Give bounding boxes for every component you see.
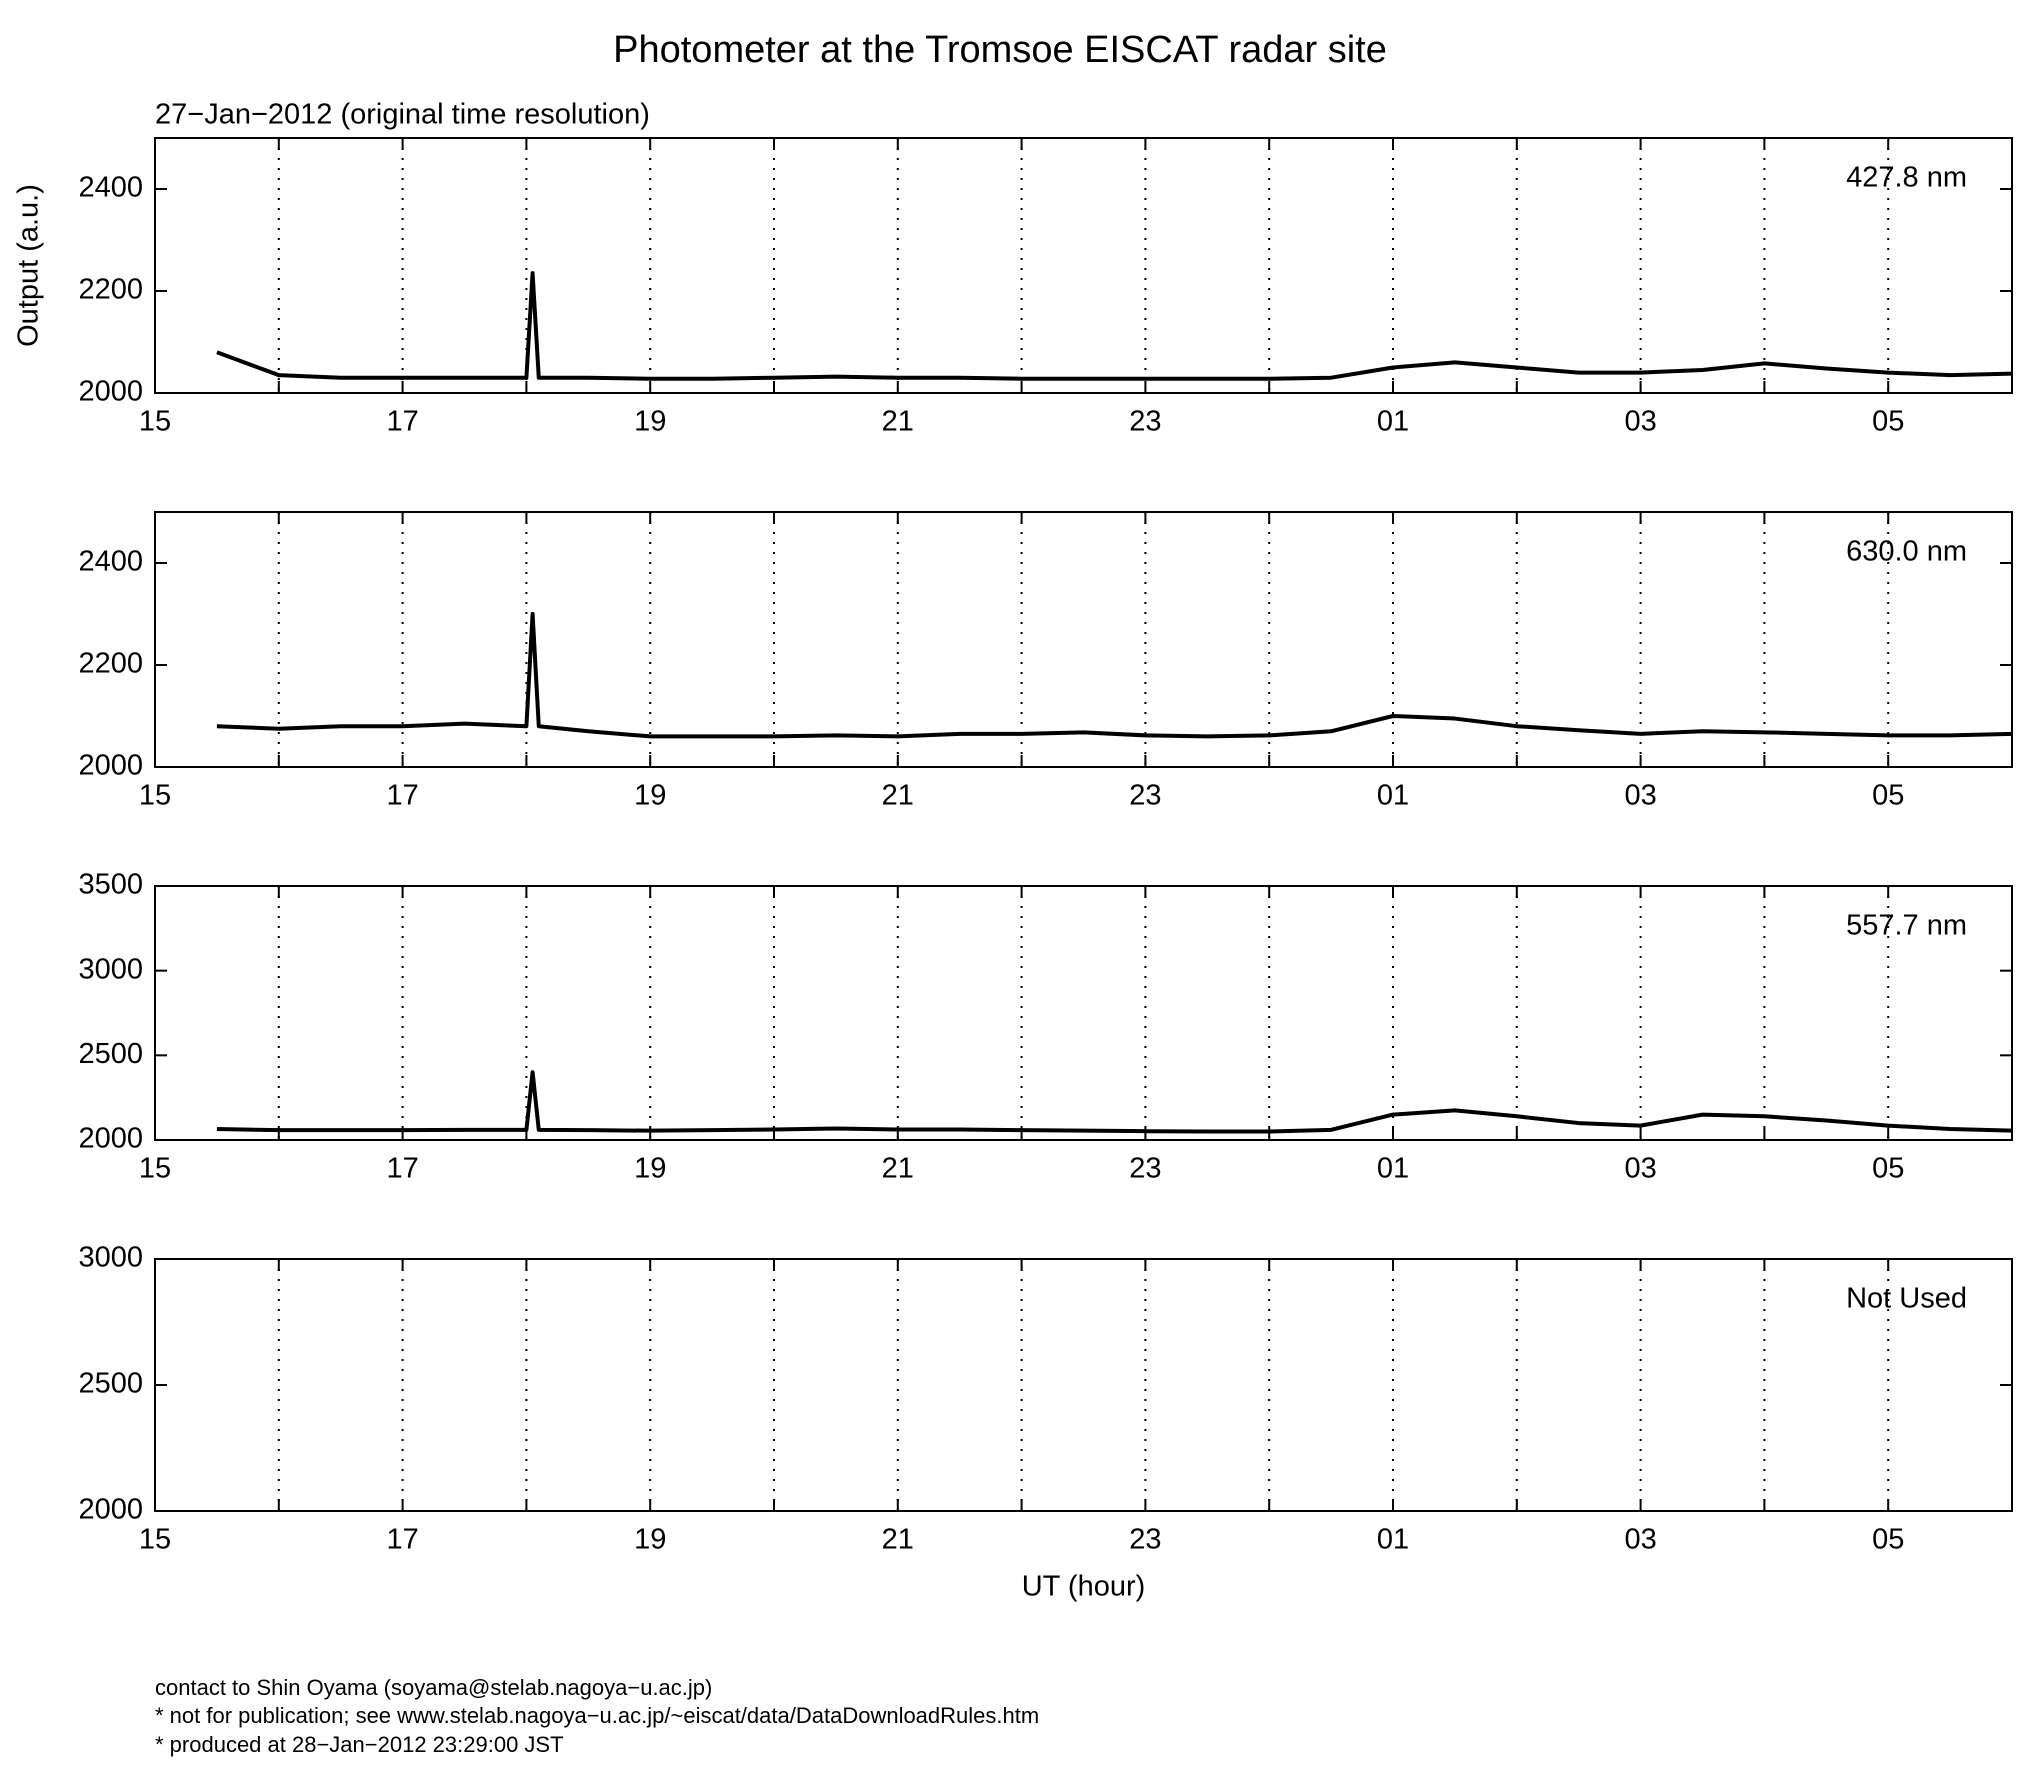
x-tick-label: 01 xyxy=(1377,1524,1409,1556)
x-tick-label: 17 xyxy=(386,1524,418,1556)
x-axis-label: UT (hour) xyxy=(1022,1571,1146,1603)
x-tick-label: 03 xyxy=(1624,780,1656,812)
footer-note: * not for publication; see www.stelab.na… xyxy=(155,1703,1039,1728)
x-tick-label: 05 xyxy=(1872,780,1904,812)
x-tick-label: 17 xyxy=(386,780,418,812)
chart-title: Photometer at the Tromsoe EISCAT radar s… xyxy=(613,29,1387,71)
x-tick-label: 19 xyxy=(634,780,666,812)
data-line xyxy=(216,271,2013,381)
x-tick-label: 23 xyxy=(1129,406,1161,438)
plot-frame xyxy=(154,137,2013,394)
x-tick-label: 03 xyxy=(1624,406,1656,438)
x-tick-label: 05 xyxy=(1872,1524,1904,1556)
y-tick-label: 2000 xyxy=(78,1494,143,1526)
y-tick-label: 2000 xyxy=(78,1123,143,1155)
x-tick-label: 23 xyxy=(1129,780,1161,812)
panel-label: 427.8 nm xyxy=(1846,162,1967,194)
plot-frame xyxy=(154,511,2013,768)
y-tick-label: 2400 xyxy=(78,546,143,578)
x-tick-label: 01 xyxy=(1377,1153,1409,1185)
y-axis-label: Output (a.u.) xyxy=(13,184,45,347)
data-line xyxy=(216,612,2013,739)
panel-label: 630.0 nm xyxy=(1846,536,1967,568)
x-tick-label: 01 xyxy=(1377,780,1409,812)
x-tick-label: 23 xyxy=(1129,1153,1161,1185)
footer-note: contact to Shin Oyama (soyama@stelab.nag… xyxy=(155,1675,712,1700)
y-tick-label: 3500 xyxy=(78,869,143,901)
plot-frame xyxy=(154,885,2013,1141)
x-tick-label: 03 xyxy=(1624,1524,1656,1556)
y-tick-label: 3000 xyxy=(78,1242,143,1274)
x-tick-label: 17 xyxy=(386,1153,418,1185)
x-tick-label: 15 xyxy=(139,1153,171,1185)
panel-label: 557.7 nm xyxy=(1846,910,1967,942)
y-tick-label: 2200 xyxy=(78,274,143,306)
plot-frame xyxy=(154,1258,2013,1512)
x-tick-label: 15 xyxy=(139,780,171,812)
data-line xyxy=(216,1070,2013,1134)
x-tick-label: 19 xyxy=(634,1524,666,1556)
x-tick-label: 21 xyxy=(882,780,914,812)
y-tick-label: 2500 xyxy=(78,1038,143,1070)
x-tick-label: 21 xyxy=(882,1524,914,1556)
y-tick-label: 2000 xyxy=(78,750,143,782)
footer-note: * produced at 28−Jan−2012 23:29:00 JST xyxy=(155,1732,564,1757)
y-tick-label: 3000 xyxy=(78,953,143,985)
x-tick-label: 15 xyxy=(139,406,171,438)
x-tick-label: 19 xyxy=(634,1153,666,1185)
x-tick-label: 21 xyxy=(882,406,914,438)
x-tick-label: 17 xyxy=(386,406,418,438)
x-tick-label: 03 xyxy=(1624,1153,1656,1185)
x-tick-label: 05 xyxy=(1872,406,1904,438)
y-tick-label: 2000 xyxy=(78,376,143,408)
panel-label: Not Used xyxy=(1846,1283,1967,1315)
y-tick-label: 2400 xyxy=(78,172,143,204)
y-tick-label: 2200 xyxy=(78,648,143,680)
x-tick-label: 21 xyxy=(882,1153,914,1185)
x-tick-label: 15 xyxy=(139,1524,171,1556)
subtitle: 27−Jan−2012 (original time resolution) xyxy=(155,99,650,131)
x-tick-label: 01 xyxy=(1377,406,1409,438)
y-tick-label: 2500 xyxy=(78,1368,143,1400)
x-tick-label: 05 xyxy=(1872,1153,1904,1185)
x-tick-label: 19 xyxy=(634,406,666,438)
x-tick-label: 23 xyxy=(1129,1524,1161,1556)
